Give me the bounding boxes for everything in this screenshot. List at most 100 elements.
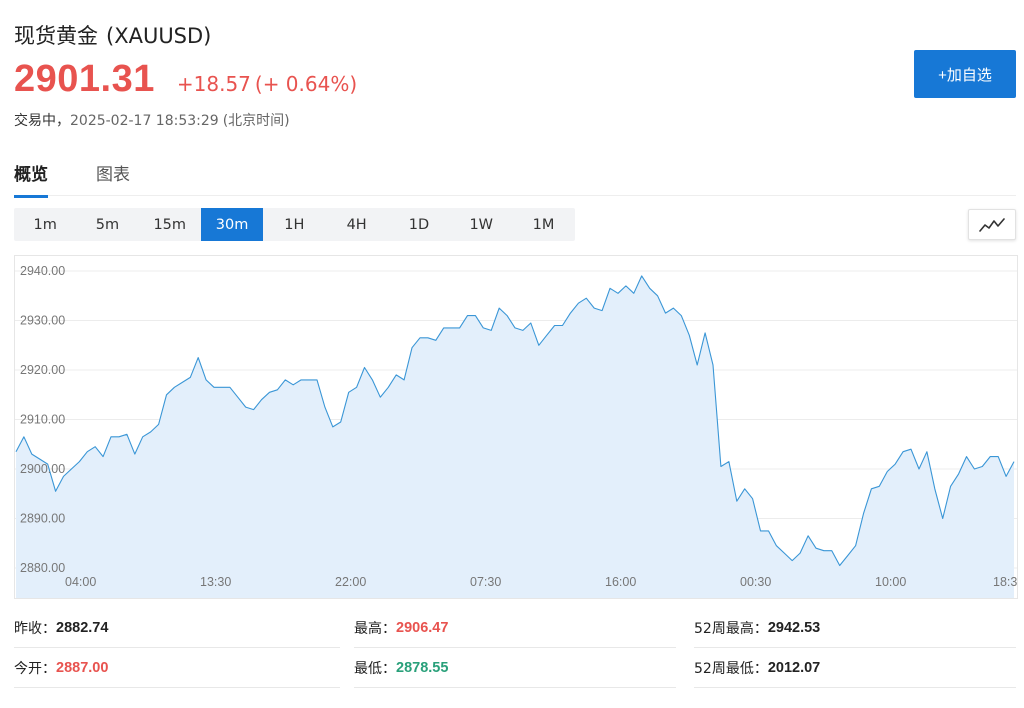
data-point bbox=[601, 309, 604, 312]
instrument-title: 现货黄金 (XAUUSD) bbox=[14, 20, 211, 50]
data-point bbox=[331, 425, 334, 428]
change-percent: (+ 0.64%) bbox=[254, 72, 358, 96]
data-point bbox=[949, 485, 952, 488]
current-price: 2901.31 bbox=[14, 58, 155, 100]
data-point bbox=[157, 423, 160, 426]
price-chart[interactable]: 2940.00 2930.00 2920.00 2910.00 2900.00 2890.… bbox=[14, 255, 1018, 599]
data-point bbox=[648, 287, 651, 290]
price-change: +18.57 (+ 0.64%) bbox=[177, 72, 357, 96]
data-point bbox=[870, 487, 873, 490]
data-point bbox=[941, 517, 944, 520]
data-point bbox=[1013, 460, 1016, 463]
price-row: 2901.31 +18.57 (+ 0.64%) bbox=[14, 58, 357, 102]
data-point bbox=[482, 326, 485, 329]
interval-1h[interactable]: 1H bbox=[284, 216, 305, 233]
stat-value: 2012.07 bbox=[767, 659, 821, 676]
data-point bbox=[125, 433, 128, 436]
data-point bbox=[387, 386, 390, 389]
data-point bbox=[347, 391, 350, 394]
stat-value: 2878.55 bbox=[396, 659, 449, 676]
data-point bbox=[775, 544, 778, 547]
data-point bbox=[696, 364, 699, 367]
data-point bbox=[640, 274, 643, 277]
tab-overview[interactable]: 概览 bbox=[14, 160, 48, 198]
stat-high: 最高： 2906.47 bbox=[354, 608, 676, 648]
data-point bbox=[506, 314, 509, 317]
y-tick-label: 2890.00 bbox=[20, 512, 65, 526]
data-point bbox=[213, 386, 216, 389]
x-tick-label: 18:3 bbox=[993, 575, 1017, 589]
interval-1mo[interactable]: 1M bbox=[532, 216, 555, 233]
x-tick-label: 10:00 bbox=[875, 575, 906, 589]
data-point bbox=[846, 554, 849, 557]
interval-1d[interactable]: 1D bbox=[408, 216, 430, 233]
x-tick-label: 16:00 bbox=[605, 575, 636, 589]
instrument-name: 现货黄金 bbox=[14, 24, 98, 48]
data-point bbox=[300, 378, 303, 381]
quote-timestamp: 2025-02-17 18:53:29 bbox=[70, 113, 219, 129]
stat-value: 2906.47 bbox=[396, 619, 449, 636]
data-point bbox=[957, 472, 960, 475]
data-point bbox=[284, 378, 287, 381]
data-point bbox=[973, 468, 976, 471]
data-point bbox=[260, 398, 263, 401]
data-point bbox=[624, 284, 627, 287]
data-point bbox=[862, 512, 865, 515]
interval-1m[interactable]: 1m bbox=[33, 216, 57, 233]
data-point bbox=[553, 324, 556, 327]
interval-1w[interactable]: 1W bbox=[469, 216, 493, 233]
y-tick-label: 2910.00 bbox=[20, 413, 65, 427]
data-point bbox=[933, 487, 936, 490]
stat-value: 2942.53 bbox=[767, 619, 821, 636]
stat-label: 52周最低： bbox=[694, 660, 768, 677]
interval-5m[interactable]: 5m bbox=[95, 216, 120, 233]
data-point bbox=[910, 448, 913, 451]
data-point bbox=[704, 331, 707, 334]
chart-type-button[interactable] bbox=[968, 209, 1016, 240]
data-point bbox=[426, 336, 429, 339]
data-point bbox=[70, 468, 73, 471]
data-point bbox=[529, 322, 532, 325]
data-point bbox=[450, 326, 453, 329]
data-point bbox=[712, 364, 715, 367]
data-point bbox=[102, 455, 105, 458]
stat-label: 最高： bbox=[354, 620, 396, 637]
stat-label: 最低： bbox=[354, 660, 396, 677]
data-point bbox=[458, 326, 461, 329]
data-point bbox=[308, 378, 311, 381]
data-point bbox=[244, 406, 247, 409]
data-point bbox=[78, 460, 81, 463]
stat-label: 52周最高： bbox=[694, 620, 768, 637]
data-point bbox=[902, 450, 905, 453]
data-point bbox=[521, 329, 524, 332]
data-point bbox=[743, 487, 746, 490]
data-point bbox=[141, 435, 144, 438]
data-point bbox=[323, 406, 326, 409]
data-point bbox=[419, 336, 422, 339]
timezone-label: (北京时间) bbox=[222, 113, 290, 129]
interval-30m[interactable]: 30m bbox=[200, 208, 264, 241]
data-point bbox=[672, 307, 675, 310]
data-point bbox=[886, 470, 889, 473]
add-watchlist-button[interactable]: +加自选 bbox=[914, 50, 1016, 98]
data-point bbox=[680, 314, 683, 317]
interval-15m[interactable]: 15m bbox=[153, 216, 187, 233]
stat-label: 今开： bbox=[14, 660, 56, 677]
data-point bbox=[593, 307, 596, 310]
data-point bbox=[807, 534, 810, 537]
data-point bbox=[395, 373, 398, 376]
data-point bbox=[561, 324, 564, 327]
interval-4h[interactable]: 4H bbox=[346, 216, 367, 233]
data-point bbox=[434, 339, 437, 342]
tab-chart[interactable]: 图表 bbox=[96, 165, 130, 185]
stat-52w-low: 52周最低： 2012.07 bbox=[694, 648, 1016, 688]
data-point bbox=[474, 314, 477, 317]
data-point bbox=[276, 388, 279, 391]
data-point bbox=[783, 552, 786, 555]
instrument-symbol: (XAUUSD) bbox=[106, 24, 212, 48]
data-point bbox=[822, 549, 825, 552]
y-tick-label: 2880.00 bbox=[20, 561, 65, 575]
change-value: +18.57 bbox=[176, 72, 251, 96]
stat-label: 昨收： bbox=[14, 620, 56, 637]
data-point bbox=[220, 386, 223, 389]
